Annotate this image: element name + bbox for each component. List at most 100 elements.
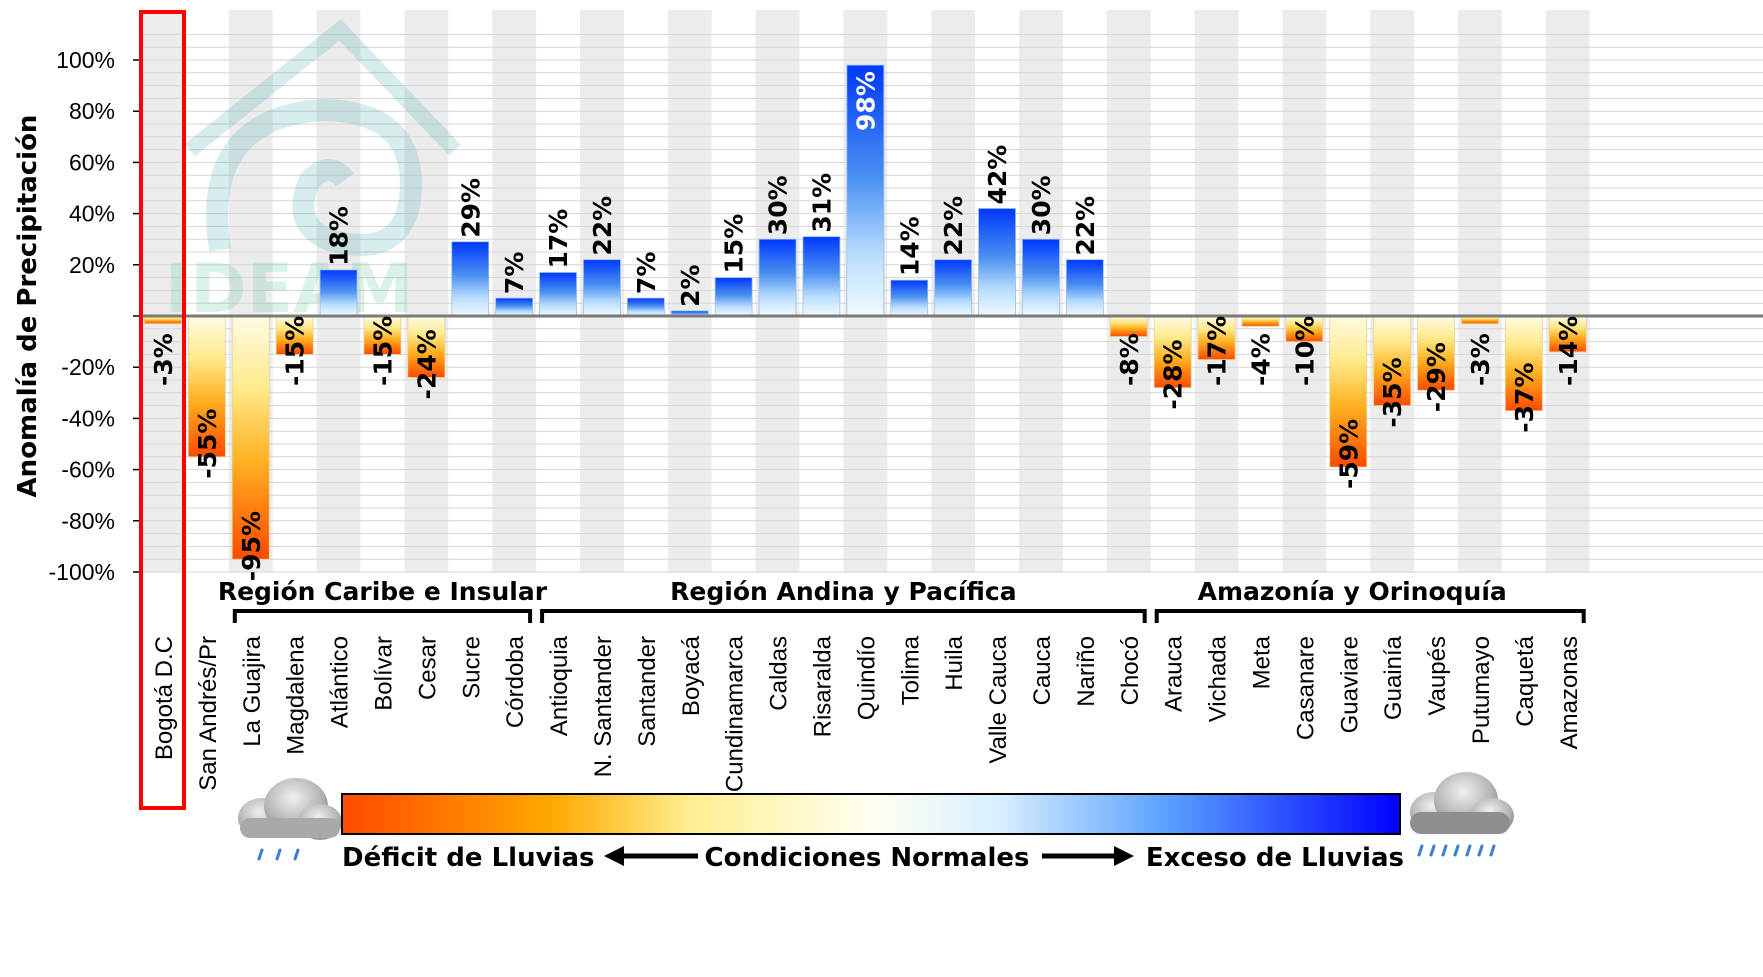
y-tick-label: 100%	[56, 47, 115, 73]
value-label: -35%	[1378, 357, 1407, 427]
category-label: Chocó	[1117, 636, 1144, 705]
value-label: -55%	[193, 409, 222, 479]
y-tick-label: -100%	[49, 559, 115, 585]
bar-32	[1548, 315, 1587, 353]
category-label: Guaviare	[1336, 636, 1363, 733]
bar-14	[758, 238, 797, 317]
bar-2	[231, 315, 270, 560]
value-label: -17%	[1203, 316, 1232, 386]
region-bracket	[232, 609, 533, 623]
y-tick-label: 60%	[69, 149, 115, 175]
column-band	[1458, 10, 1502, 572]
value-label: 31%	[807, 173, 836, 233]
y-tick-label: -60%	[61, 457, 115, 483]
value-label: 17%	[544, 209, 573, 269]
excess-label: Exceso de Lluvias	[1146, 843, 1404, 873]
value-label: 42%	[983, 145, 1012, 205]
value-label: 14%	[895, 216, 924, 276]
value-label: -4%	[1246, 333, 1275, 386]
color-scale-bar	[341, 793, 1401, 835]
bar-13	[714, 277, 753, 317]
value-label: -8%	[1115, 333, 1144, 386]
category-label: Bolívar	[370, 636, 397, 711]
region-brackets: Región Caribe e Insular Región Andina y P…	[218, 577, 1586, 623]
value-label: -15%	[281, 316, 310, 386]
bar-31	[1504, 315, 1543, 412]
column-band	[492, 10, 537, 572]
bar-27	[1329, 315, 1368, 468]
category-label: Antioquia	[546, 635, 573, 736]
value-label: 22%	[939, 196, 968, 256]
bar-15	[802, 236, 841, 317]
y-tick-label: -40%	[61, 405, 115, 431]
value-label: -10%	[1290, 316, 1319, 386]
bar-18	[934, 259, 973, 317]
bar-21	[1065, 259, 1104, 317]
category-label: Cundinamarca	[722, 635, 749, 792]
region-bracket	[1154, 609, 1586, 623]
value-label: 29%	[456, 178, 485, 238]
bar-1	[187, 315, 226, 458]
category-label: Caldas	[766, 636, 793, 711]
category-label: Santander	[634, 636, 661, 747]
left-arrow-icon	[604, 846, 698, 866]
column-band	[1370, 10, 1415, 572]
bar-8	[495, 297, 534, 317]
bar-4	[319, 269, 358, 317]
category-label: N. Santander	[590, 636, 617, 777]
region-label: Región Andina y Pacífica	[670, 577, 1016, 606]
bar-24	[1197, 315, 1236, 360]
bar-10	[583, 259, 621, 317]
category-label: Córdoba	[502, 635, 529, 728]
deficit-label: Déficit de Lluvias	[342, 843, 594, 873]
bar-16	[846, 64, 885, 317]
y-tick-label: 40%	[69, 201, 115, 227]
category-label: Casanare	[1292, 636, 1319, 740]
category-label: Cesar	[414, 636, 441, 700]
value-label: -28%	[1159, 339, 1188, 409]
bars	[144, 64, 1587, 560]
category-label: Risaralda	[809, 635, 836, 737]
column-band	[1545, 10, 1590, 572]
category-label: Valle Cauca	[985, 635, 1012, 763]
bar-3	[275, 315, 314, 355]
column-band	[1282, 10, 1327, 572]
category-label: Atlántico	[327, 636, 354, 728]
category-label: Huila	[941, 635, 968, 690]
value-label: 30%	[764, 175, 793, 235]
y-tick-label: -20%	[61, 354, 115, 380]
category-label: Vaupés	[1424, 636, 1451, 716]
bar-17	[890, 279, 929, 317]
bar-20	[1022, 238, 1060, 317]
category-label: Boyacá	[678, 635, 705, 716]
light-rain-cloud-icon	[238, 778, 342, 861]
category-label: Quindío	[853, 636, 880, 720]
column-band	[1106, 10, 1151, 572]
bar-11	[626, 297, 665, 317]
bogota-highlight-box	[139, 10, 186, 810]
category-label: Tolima	[897, 635, 924, 705]
value-label: -95%	[237, 511, 266, 581]
bar-19	[978, 208, 1016, 317]
category-label: Putumayo	[1468, 636, 1495, 744]
value-label: 7%	[632, 252, 661, 294]
value-label: -15%	[368, 316, 397, 386]
y-axis-ticks: 100% 80% 60% 40% 20% -20% -40% -60% -80% -100%	[49, 47, 141, 585]
value-label: 30%	[1027, 175, 1056, 235]
category-label: Bogotá D.C	[151, 636, 178, 760]
category-label: Arauca	[1161, 635, 1188, 712]
bar-25	[1241, 315, 1280, 327]
category-label: Caquetá	[1512, 635, 1539, 726]
bar-7	[451, 241, 490, 317]
bar-9	[539, 272, 577, 317]
value-labels: -3% -55% -95% -15% 18% -15% -24% 29% 7% 17% 22% 7% 2…	[149, 71, 1583, 581]
value-label: -29%	[1422, 342, 1451, 412]
category-label: Guainía	[1380, 635, 1407, 720]
bar-28	[1373, 315, 1412, 406]
value-label: -14%	[1554, 316, 1583, 386]
value-label: -3%	[149, 333, 178, 386]
category-label: Nariño	[1073, 636, 1100, 707]
value-label: 22%	[588, 196, 617, 256]
column-band	[1194, 10, 1239, 572]
